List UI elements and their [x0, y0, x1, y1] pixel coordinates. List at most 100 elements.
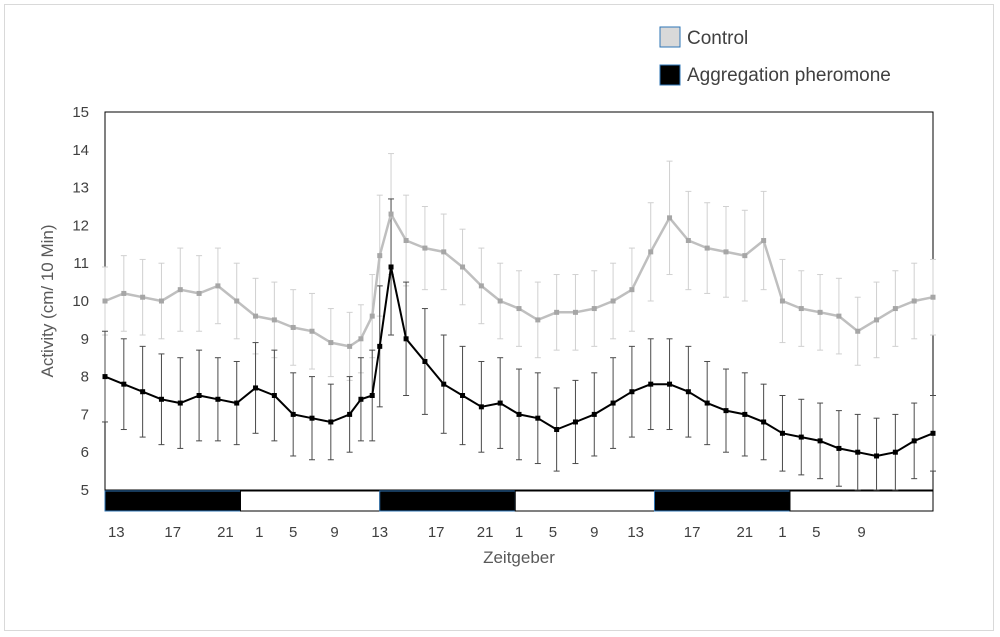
x-tick-label: 21	[736, 524, 753, 541]
dark-phase-segment	[653, 490, 791, 512]
data-point-pheromone	[535, 415, 541, 421]
data-point-control	[516, 306, 522, 312]
data-point-pheromone	[742, 411, 748, 417]
x-tick-label: 17	[428, 524, 445, 541]
x-tick-label: 9	[330, 524, 338, 541]
y-tick-label: 5	[81, 482, 89, 499]
x-tick-label: 13	[371, 524, 388, 541]
data-point-pheromone	[121, 381, 127, 387]
data-point-control	[441, 249, 447, 255]
data-point-pheromone	[441, 381, 447, 387]
light-phase-segment	[239, 490, 381, 512]
data-point-control	[271, 317, 277, 323]
data-point-pheromone	[497, 400, 503, 406]
x-tick-label: 21	[477, 524, 494, 541]
y-tick-label: 7	[81, 406, 89, 423]
data-point-control	[347, 343, 353, 349]
data-point-control	[554, 309, 560, 315]
data-point-pheromone	[358, 396, 364, 402]
data-point-control	[704, 245, 710, 251]
y-tick-label: 8	[81, 369, 89, 386]
data-point-pheromone	[817, 438, 823, 444]
data-point-pheromone	[892, 449, 898, 455]
legend: Control Aggregation pheromone	[659, 26, 891, 86]
data-point-pheromone	[215, 396, 221, 402]
data-point-pheromone	[930, 430, 936, 436]
data-point-control	[234, 298, 240, 304]
data-point-control	[102, 298, 108, 304]
data-point-pheromone	[290, 411, 296, 417]
data-point-control	[572, 309, 578, 315]
data-point-control	[779, 298, 785, 304]
y-tick-label: 13	[72, 180, 89, 197]
legend-swatch-control	[659, 26, 681, 48]
data-point-control	[798, 306, 804, 312]
data-point-control	[874, 317, 880, 323]
data-point-control	[196, 290, 202, 296]
legend-swatch-pheromone	[659, 64, 681, 86]
data-point-control	[892, 306, 898, 312]
data-point-pheromone	[874, 453, 880, 459]
data-point-control	[377, 253, 383, 259]
data-point-pheromone	[667, 381, 673, 387]
x-tick-label: 5	[812, 524, 820, 541]
x-tick-label: 5	[289, 524, 297, 541]
data-point-pheromone	[648, 381, 654, 387]
data-point-control	[930, 294, 936, 300]
data-point-control	[648, 249, 654, 255]
x-tick-label: 13	[108, 524, 125, 541]
y-tick-label: 11	[73, 255, 89, 272]
data-point-control	[610, 298, 616, 304]
data-point-pheromone	[271, 393, 277, 398]
data-point-pheromone	[140, 389, 146, 395]
x-tick-label: 1	[255, 524, 263, 541]
data-point-control	[388, 211, 394, 217]
x-tick-label: 1	[778, 524, 786, 541]
data-point-pheromone	[516, 411, 522, 417]
data-point-pheromone	[196, 393, 202, 398]
data-point-control	[911, 298, 917, 304]
x-tick-label: 17	[164, 524, 181, 541]
dark-phase-segment	[379, 490, 516, 512]
data-point-pheromone	[177, 400, 183, 406]
data-point-control	[177, 287, 183, 293]
x-axis-title: Zeitgeber	[483, 548, 555, 567]
data-point-pheromone	[328, 419, 334, 425]
x-tick-label: 21	[217, 524, 234, 541]
data-point-control	[817, 309, 823, 315]
data-point-control	[667, 215, 673, 221]
data-point-pheromone	[779, 430, 785, 436]
dark-phase-segment	[104, 490, 241, 512]
y-axis-ticks: 5 6 7 8 9 10 11 12 13 14 15	[72, 104, 89, 499]
data-point-pheromone	[309, 415, 315, 421]
light-dark-bar	[104, 490, 934, 512]
data-point-control	[629, 287, 635, 293]
data-point-pheromone	[478, 404, 484, 410]
data-point-control	[422, 245, 428, 251]
data-point-control	[158, 298, 164, 304]
data-point-pheromone	[369, 393, 375, 398]
data-point-control	[253, 313, 259, 319]
data-point-control	[215, 283, 221, 289]
x-tick-label: 9	[590, 524, 598, 541]
data-point-pheromone	[102, 374, 108, 380]
y-tick-label: 12	[72, 217, 89, 234]
light-phase-segment	[514, 490, 655, 512]
chart-frame	[4, 4, 994, 631]
data-point-control	[761, 238, 767, 244]
data-point-control	[855, 328, 861, 334]
y-tick-label: 15	[72, 104, 89, 121]
data-point-control	[723, 249, 729, 255]
data-point-control	[535, 317, 541, 323]
data-point-control	[591, 306, 597, 312]
data-point-control	[497, 298, 503, 304]
data-point-pheromone	[460, 393, 466, 398]
data-point-control	[121, 290, 127, 296]
data-point-pheromone	[388, 264, 394, 270]
x-tick-label: 13	[627, 524, 644, 541]
data-point-pheromone	[422, 358, 428, 364]
data-points	[102, 211, 936, 459]
data-point-control	[328, 340, 334, 346]
data-point-control	[140, 294, 146, 300]
data-point-pheromone	[610, 400, 616, 406]
